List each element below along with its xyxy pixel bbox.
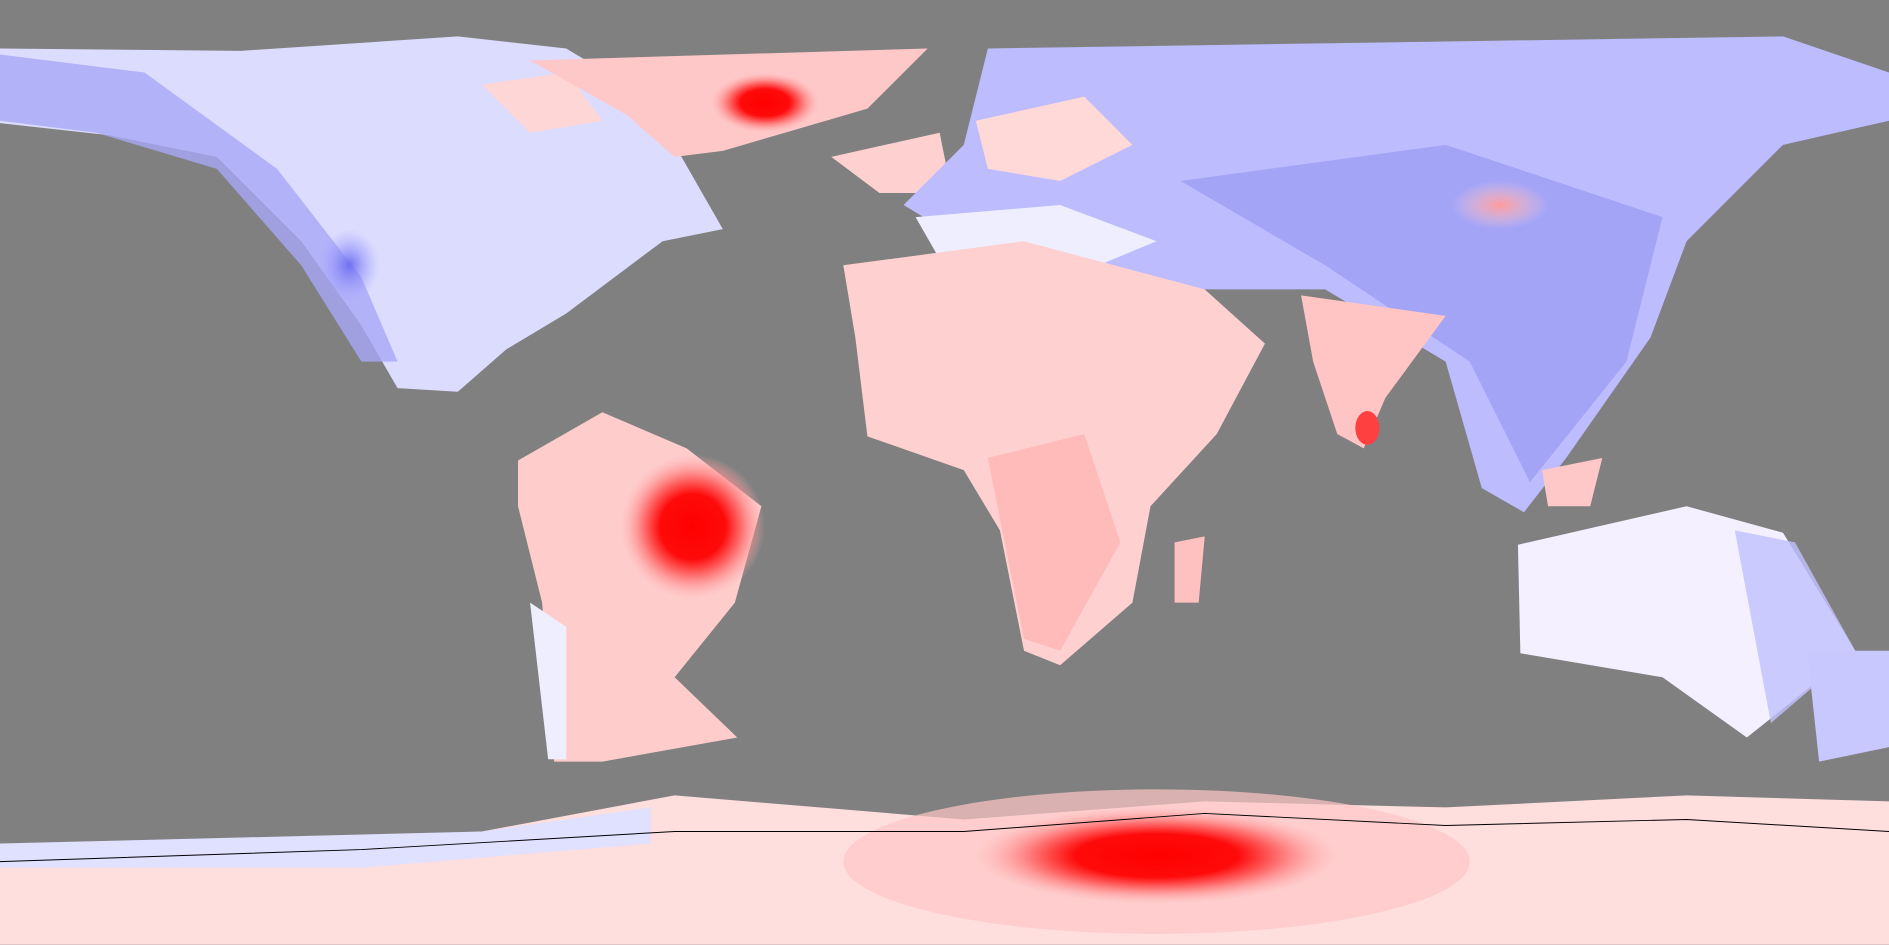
antarctica-hotspot: [975, 807, 1338, 904]
amazon-hotspot: [620, 454, 765, 599]
siberia-warm-spot: [1451, 180, 1549, 230]
arctic-warm-patch: [481, 72, 603, 133]
new-zealand: [1807, 650, 1889, 762]
scandinavia: [975, 96, 1133, 181]
indonesia-patch: [1542, 458, 1603, 507]
coastline: [0, 812, 1889, 863]
north-america-cool-zone: [0, 54, 398, 362]
andes-neutral: [530, 602, 567, 760]
africa-warm-zone: [987, 433, 1121, 651]
cool-spot: [319, 229, 380, 302]
greenland-hotspot: [710, 72, 820, 133]
iceland-patch: [831, 132, 952, 194]
madagascar: [1174, 536, 1205, 603]
india: [1301, 295, 1446, 449]
sri-lanka: [1355, 411, 1380, 445]
antarctic-peninsula: [0, 807, 651, 868]
